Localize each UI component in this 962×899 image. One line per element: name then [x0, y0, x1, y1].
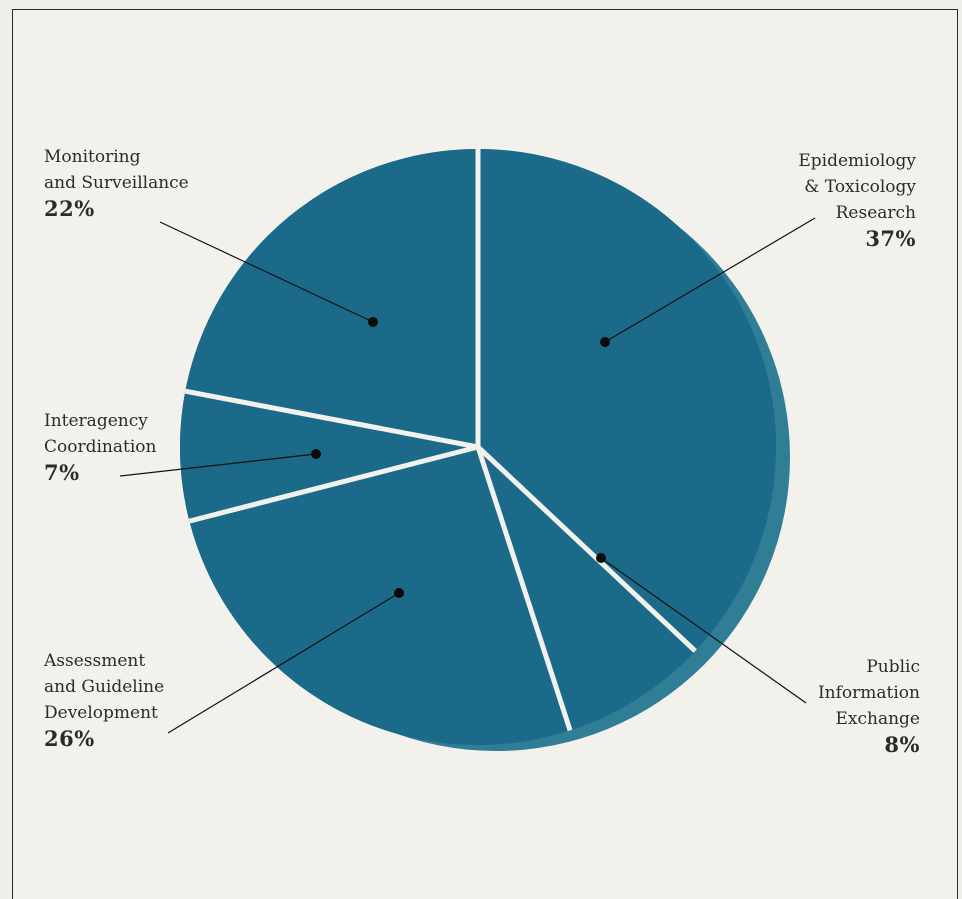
label-monitoring: Monitoring and Surveillance 22% — [44, 144, 189, 222]
leader-dot-assessment — [394, 588, 404, 598]
leader-dot-interagency — [311, 449, 321, 459]
label-monitoring-pct: 22% — [44, 196, 95, 221]
leader-line-interagency — [119, 453, 317, 477]
label-monitoring-line2: and Surveillance — [44, 173, 189, 193]
leader-dot-public-info — [596, 553, 606, 563]
label-epidemiology-line2: & Toxicology — [804, 177, 916, 197]
label-assessment-line2: and Guideline — [44, 677, 165, 697]
label-epidemiology: Epidemiology & Toxicology Research 37% — [798, 148, 916, 252]
label-assessment-line3: Development — [44, 703, 158, 723]
pie-separator-2 — [476, 445, 697, 653]
label-epidemiology-line1: Epidemiology — [798, 151, 916, 171]
leader-line-monitoring — [159, 221, 374, 323]
label-interagency-line1: Interagency — [44, 411, 148, 431]
label-interagency-pct: 7% — [44, 460, 80, 485]
leader-line-assessment — [167, 592, 400, 734]
label-public-info-pct: 8% — [884, 732, 920, 757]
label-interagency: Interagency Coordination 7% — [44, 408, 156, 486]
label-epidemiology-pct: 37% — [865, 226, 916, 251]
pie-slice-interagency — [180, 391, 478, 522]
label-public-info-line3: Exchange — [835, 709, 921, 729]
leader-line-public-info — [600, 557, 807, 704]
pie-separator-3 — [475, 446, 573, 732]
pie-slice-assessment — [189, 447, 571, 745]
label-interagency-line2: Coordination — [44, 437, 157, 457]
pie-separator-5 — [184, 388, 479, 450]
label-monitoring-line1: Monitoring — [44, 147, 141, 167]
pie-slice-epidemiology — [478, 149, 777, 651]
label-public-info-line2: Information — [817, 683, 920, 703]
leader-line-epidemiology — [604, 217, 816, 343]
leader-dot-epidemiology — [600, 337, 610, 347]
label-assessment-line1: Assessment — [44, 651, 146, 671]
label-public-info: Public Information Exchange 8% — [818, 654, 920, 758]
label-assessment-pct: 26% — [44, 726, 95, 751]
pie-slice-public-info — [478, 447, 696, 731]
pie-slice-monitoring — [185, 149, 479, 447]
label-assessment: Assessment and Guideline Development 26% — [44, 648, 164, 752]
label-public-info-line1: Public — [866, 657, 920, 677]
leader-dot-monitoring — [368, 317, 378, 327]
label-epidemiology-line3: Research — [835, 203, 916, 223]
pie-separator-4 — [188, 444, 479, 524]
